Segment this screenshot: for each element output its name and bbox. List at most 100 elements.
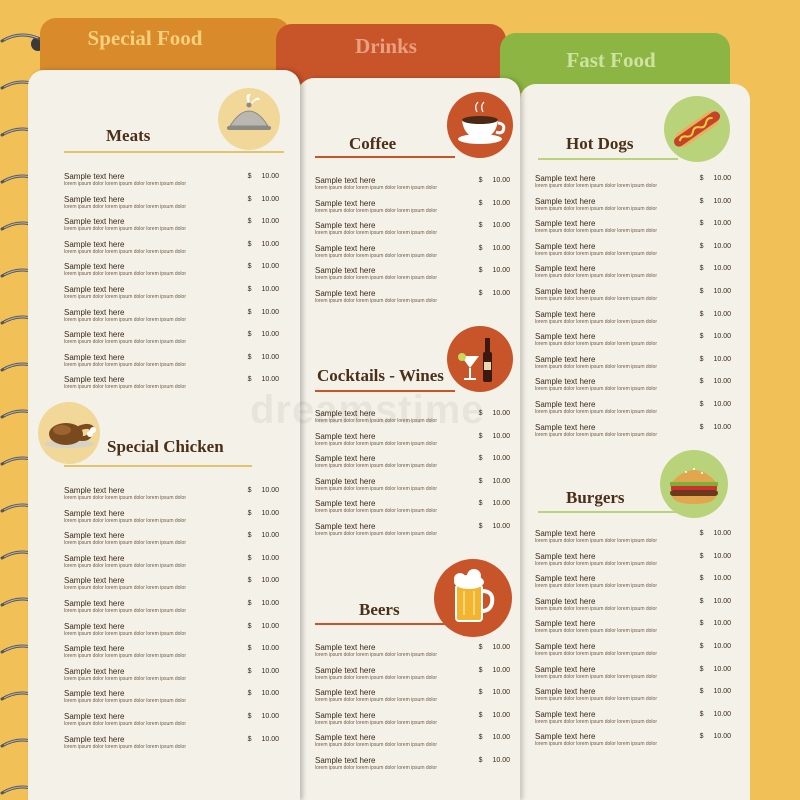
item-name: Sample text here (315, 688, 376, 698)
price-value: 10.00 (492, 666, 510, 674)
price-value: 10.00 (261, 509, 279, 517)
item-name: Sample text here (315, 665, 376, 675)
section-title: Cocktails - Wines (317, 366, 444, 385)
currency-symbol: $ (699, 575, 704, 583)
item-description: lorem ipsum dolor lorem ipsum dolor lore… (64, 540, 186, 547)
price-value: 10.00 (492, 644, 510, 651)
item-price: $10.00 (479, 523, 510, 530)
item-price: $10.00 (248, 623, 279, 630)
tab-label: Drinks (355, 33, 417, 58)
price-value: 10.00 (713, 575, 731, 583)
item-description: lorem ipsum dolor lorem ipsum dolor lore… (315, 652, 437, 658)
section-divider (64, 151, 284, 153)
price-value: 10.00 (261, 353, 279, 361)
menu-item: Sample text here lorem ipsum dolor lorem … (535, 240, 731, 263)
item-description: lorem ipsum dolor lorem ipsum dolor lore… (535, 341, 657, 348)
item-price: $10.00 (700, 311, 731, 318)
roast-chicken-icon (38, 402, 100, 464)
item-name: Sample text here (315, 176, 376, 185)
menu-item: Sample text here lorem ipsum dolor lorem … (315, 219, 510, 242)
menu-item: Sample text here lorem ipsum dolor lorem … (64, 529, 279, 552)
currency-symbol: $ (247, 240, 252, 248)
price-value: 10.00 (713, 642, 731, 650)
item-description: lorem ipsum dolor lorem ipsum dolor lore… (535, 318, 657, 325)
price-value: 10.00 (492, 455, 510, 463)
fast-food-page (520, 84, 750, 800)
item-description: lorem ipsum dolor lorem ipsum dolor lore… (64, 203, 186, 210)
item-price: $10.00 (479, 712, 510, 719)
item-price: $10.00 (248, 510, 279, 517)
currency-symbol: $ (699, 265, 704, 273)
currency-symbol: $ (478, 199, 483, 207)
price-value: 10.00 (713, 733, 731, 741)
item-price: $10.00 (700, 711, 731, 718)
price-value: 10.00 (261, 308, 279, 316)
item-price: $10.00 (700, 424, 731, 431)
item-description: lorem ipsum dolor lorem ipsum dolor lore… (535, 183, 657, 189)
currency-symbol: $ (247, 195, 252, 203)
hot-dog-icon (664, 96, 730, 162)
item-description: lorem ipsum dolor lorem ipsum dolor lore… (64, 248, 186, 255)
item-price: $10.00 (700, 288, 731, 295)
item-price: $10.00 (479, 290, 510, 297)
currency-symbol: $ (247, 263, 252, 271)
currency-symbol: $ (699, 688, 704, 696)
tab-label: Special Food (87, 25, 203, 50)
item-list: Sample text here lorem ipsum dolor lorem … (315, 407, 510, 543)
tab-special-food[interactable]: Special Food (40, 18, 290, 78)
menu-item: Sample text here lorem ipsum dolor lorem … (535, 708, 731, 731)
tab-drinks[interactable]: Drinks (276, 24, 506, 84)
item-price: $10.00 (479, 734, 510, 741)
item-description: lorem ipsum dolor lorem ipsum dolor lore… (315, 508, 437, 515)
menu-item: Sample text here lorem ipsum dolor lorem … (64, 170, 279, 193)
section-title: Burgers (566, 488, 625, 507)
item-price: $10.00 (248, 645, 279, 652)
item-description: lorem ipsum dolor lorem ipsum dolor lore… (535, 408, 657, 415)
item-description: lorem ipsum dolor lorem ipsum dolor lore… (64, 585, 186, 592)
item-price: $10.00 (700, 356, 731, 363)
item-price: $10.00 (479, 667, 510, 674)
menu-item: Sample text here lorem ipsum dolor lorem … (315, 242, 510, 265)
item-description: lorem ipsum dolor lorem ipsum dolor lore… (315, 697, 437, 704)
price-value: 10.00 (261, 645, 279, 653)
item-description: lorem ipsum dolor lorem ipsum dolor lore… (535, 560, 657, 567)
item-price: $10.00 (479, 222, 510, 229)
currency-symbol: $ (247, 532, 252, 540)
item-name: Sample text here (64, 239, 125, 249)
item-price: $10.00 (248, 331, 279, 338)
item-name: Sample text here (315, 198, 376, 208)
currency-symbol: $ (478, 477, 483, 485)
item-price: $10.00 (479, 267, 510, 274)
beer-mug-icon (434, 559, 512, 637)
item-price: $10.00 (479, 433, 510, 440)
item-name: Sample text here (535, 286, 596, 296)
section-divider (538, 158, 678, 160)
item-name: Sample text here (535, 529, 596, 538)
binding-ring (0, 33, 45, 51)
item-description: lorem ipsum dolor lorem ipsum dolor lore… (64, 720, 186, 727)
menu-item: Sample text here lorem ipsum dolor lorem … (315, 709, 510, 732)
item-name: Sample text here (315, 476, 376, 486)
item-name: Sample text here (535, 709, 596, 719)
item-description: lorem ipsum dolor lorem ipsum dolor lore… (535, 650, 657, 657)
price-value: 10.00 (713, 530, 731, 537)
currency-symbol: $ (478, 500, 483, 508)
menu-item: Sample text here lorem ipsum dolor lorem … (535, 217, 731, 240)
menu-item: Sample text here lorem ipsum dolor lorem … (64, 642, 279, 665)
item-name: Sample text here (64, 531, 125, 541)
item-name: Sample text here (535, 619, 596, 629)
item-name: Sample text here (64, 262, 125, 272)
item-name: Sample text here (535, 732, 596, 742)
menu-item: Sample text here lorem ipsum dolor lorem … (535, 285, 731, 308)
price-value: 10.00 (713, 688, 731, 696)
section-title: Coffee (349, 134, 397, 153)
item-name: Sample text here (535, 551, 596, 561)
item-description: lorem ipsum dolor lorem ipsum dolor lore… (64, 271, 186, 278)
item-name: Sample text here (315, 643, 376, 652)
price-value: 10.00 (713, 197, 731, 205)
item-description: lorem ipsum dolor lorem ipsum dolor lore… (535, 673, 657, 680)
item-price: $10.00 (248, 713, 279, 720)
currency-symbol: $ (699, 242, 704, 250)
tab-fast-food[interactable]: Fast Food (500, 33, 730, 93)
section-title: Beers (359, 600, 400, 619)
